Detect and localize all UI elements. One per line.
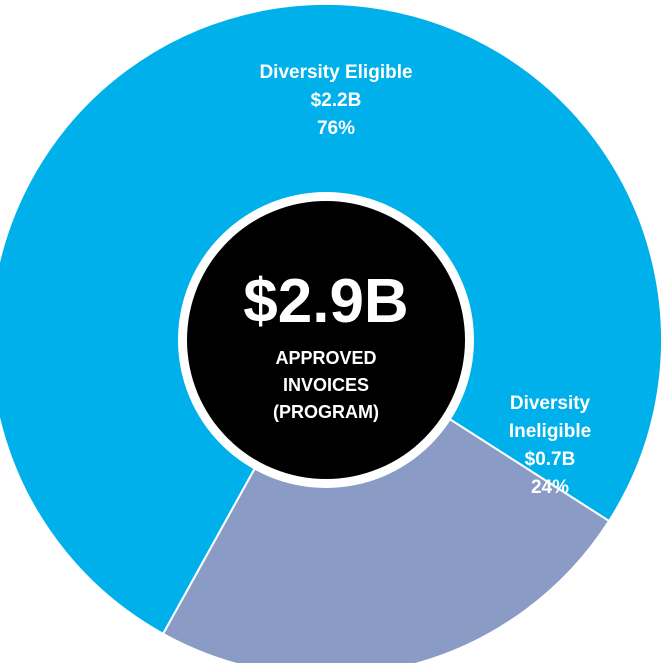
center-label-line-1: APPROVED [275,348,376,368]
center-label-line-2: INVOICES [283,375,369,395]
slice-diversity-ineligible [161,338,611,663]
slice-ineligible-percent-label: 24% [531,477,569,498]
slice-eligible-name: Diversity Eligible [259,62,412,83]
center-label-line-3: (PROGRAM) [273,402,379,422]
slice-ineligible-name-line-2: Ineligible [509,421,591,442]
slice-eligible-value-label: $2.2B [311,90,362,111]
slice-eligible-percent-label: 76% [317,118,355,139]
slice-ineligible-value-label: $0.7B [525,449,576,470]
slice-ineligible-name-line-1: Diversity [510,393,591,414]
center-disc [187,201,465,479]
center-total-value: $2.9B [243,267,408,336]
